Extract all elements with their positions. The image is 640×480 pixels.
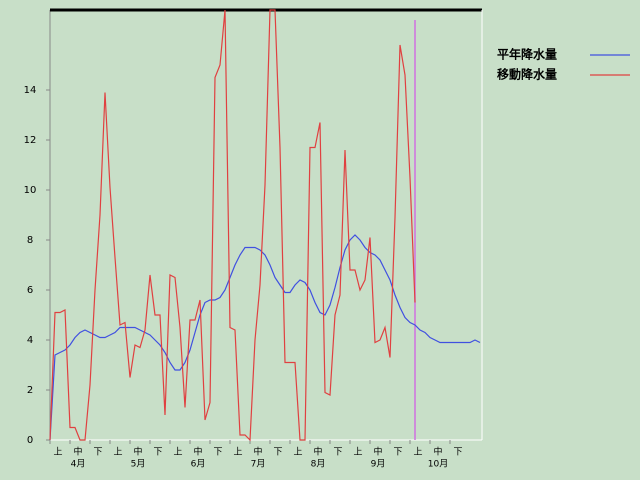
dekad-label: 下 — [393, 448, 402, 458]
dekad-label: 下 — [93, 448, 102, 458]
dekad-label: 中 — [313, 446, 322, 458]
y-tick-label: 8 — [27, 235, 33, 246]
dekad-label: 中 — [433, 446, 442, 458]
dekad-label: 中 — [73, 446, 82, 458]
series-line — [49, 9, 416, 442]
y-tick-label: 6 — [27, 285, 33, 296]
dekad-label: 上 — [53, 447, 62, 458]
dekad-label: 中 — [193, 446, 202, 458]
month-label: 7月 — [251, 459, 266, 470]
dekad-label: 中 — [133, 446, 142, 458]
month-label: 6月 — [191, 459, 206, 470]
legend-label: 移動降水量 — [497, 67, 557, 82]
dekad-label: 上 — [413, 447, 422, 458]
dekad-label: 中 — [253, 446, 262, 458]
y-tick-label: 12 — [24, 135, 37, 146]
month-label: 10月 — [428, 459, 448, 470]
dekad-label: 上 — [353, 447, 362, 458]
dekad-label: 上 — [173, 447, 182, 458]
month-label: 8月 — [311, 459, 326, 470]
y-tick-label: 10 — [24, 185, 37, 196]
dekad-label: 下 — [453, 448, 462, 458]
dekad-label: 下 — [333, 448, 342, 458]
month-label: 9月 — [371, 459, 386, 470]
y-tick-label: 4 — [27, 335, 33, 346]
dekad-label: 下 — [153, 448, 162, 458]
y-tick-label: 0 — [27, 435, 33, 446]
month-label: 5月 — [131, 459, 146, 470]
dekad-label: 下 — [273, 448, 282, 458]
dekad-label: 上 — [233, 447, 242, 458]
dekad-label: 上 — [293, 447, 302, 458]
series-line — [49, 234, 481, 441]
y-tick-label: 14 — [24, 85, 37, 96]
y-tick-label: 2 — [27, 385, 33, 396]
dekad-label: 上 — [113, 447, 122, 458]
dekad-label: 下 — [213, 448, 222, 458]
dekad-label: 中 — [373, 446, 382, 458]
legend-label: 平年降水量 — [497, 47, 557, 62]
month-label: 4月 — [71, 459, 86, 470]
